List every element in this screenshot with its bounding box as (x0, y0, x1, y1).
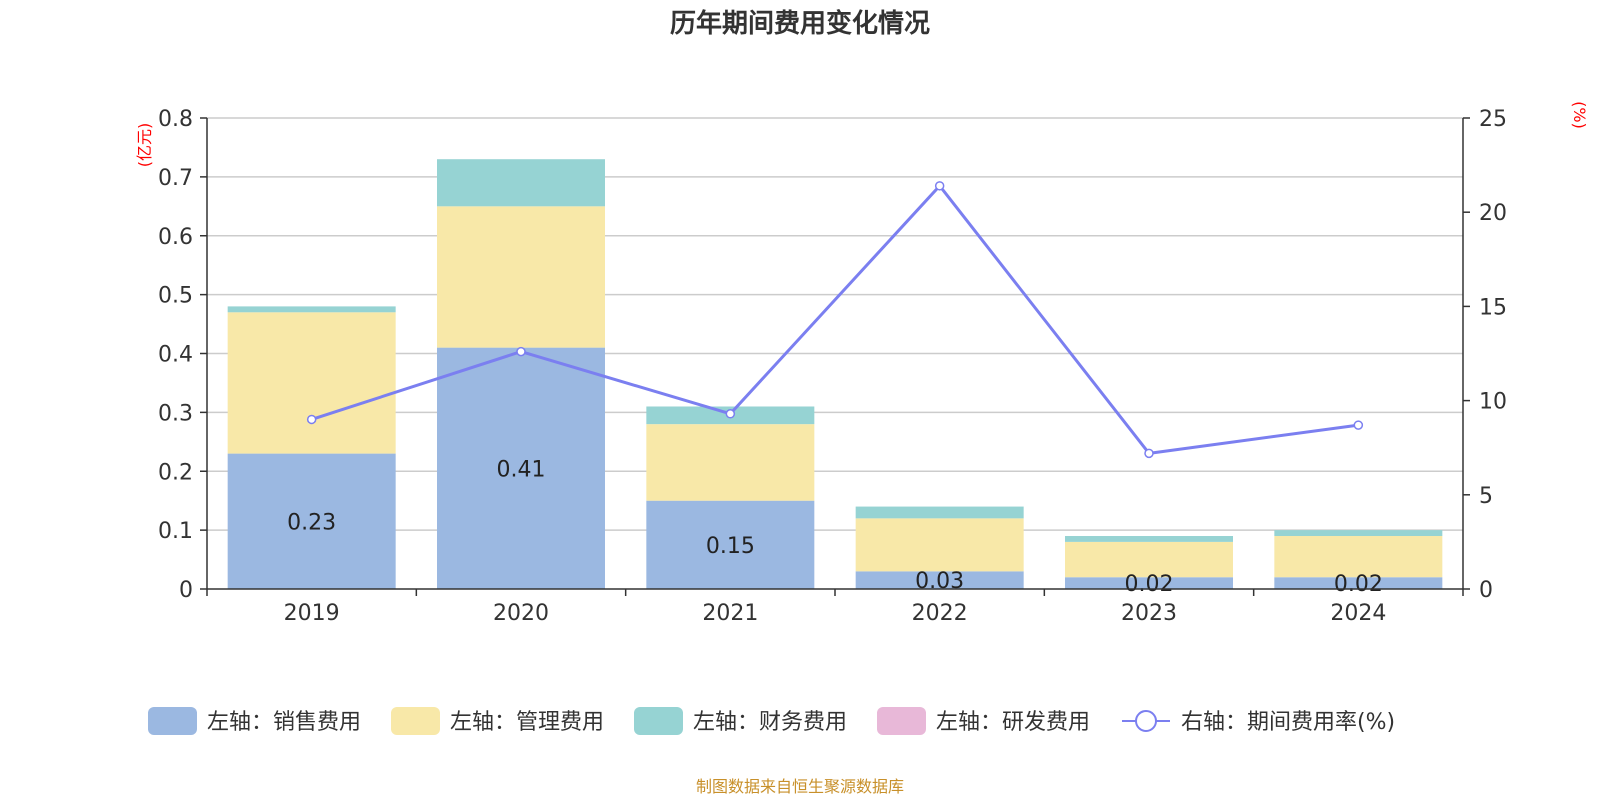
legend-label: 右轴：期间费用率(%) (1181, 710, 1395, 735)
bar-segment (227, 306, 396, 313)
bar-segment (855, 571, 1024, 589)
bar-segment (437, 206, 605, 348)
left-tick-label: 0.4 (158, 343, 193, 368)
legend-swatch (634, 707, 683, 735)
right-tick-label: 15 (1479, 295, 1507, 320)
bar-labels: 0.23 0.41 0.15 0.03 0.02 0.02 (287, 457, 1383, 597)
x-tick-label: 2023 (1121, 601, 1177, 626)
left-tick-label: 0.1 (158, 519, 193, 544)
bar-segment (646, 424, 815, 501)
bar-segment (227, 312, 396, 454)
line-series (306, 181, 1364, 459)
left-axis-unit: (亿元) (135, 123, 154, 168)
bar-segment (1065, 536, 1233, 542)
right-tick-label: 0 (1479, 578, 1493, 603)
left-tick-label: 0.6 (158, 225, 193, 250)
legend: 左轴：销售费用 左轴：管理费用 左轴：财务费用 左轴：研发费用 右轴：期间费用率(%) (148, 707, 1395, 735)
left-tick-label: 0.8 (158, 107, 193, 132)
right-tick-label: 20 (1479, 201, 1507, 226)
x-tick-label: 2019 (284, 601, 340, 626)
legend-marker (1135, 710, 1157, 732)
legend-swatch (148, 707, 197, 735)
axes: 0 0.1 0.2 0.3 0.4 0.5 0.6 0.7 0.8 0 5 10 15 20 25 2019 2… (158, 107, 1507, 626)
x-tick-label: 2020 (493, 601, 549, 626)
left-tick-label: 0 (179, 578, 193, 603)
bar-data-label: 0.23 (287, 510, 336, 535)
legend-label: 左轴：研发费用 (936, 710, 1090, 735)
rate-line (311, 183, 1359, 455)
bar-segment (1274, 530, 1443, 537)
left-tick-label: 0.3 (158, 401, 193, 426)
right-axis-unit: (%) (1570, 101, 1589, 129)
legend-swatch (877, 707, 926, 735)
bar-data-label: 0.03 (915, 569, 964, 594)
rate-point (1144, 448, 1154, 459)
bars (227, 159, 1443, 589)
bar-segment (1274, 536, 1443, 578)
legend-label: 左轴：管理费用 (450, 710, 604, 735)
bar-segment (1065, 577, 1233, 589)
rate-point (516, 346, 526, 357)
bar-segment (1065, 541, 1233, 578)
rate-point (306, 414, 317, 425)
right-tick-label: 5 (1479, 484, 1493, 509)
legend-swatch (391, 707, 440, 735)
bar-data-label: 0.02 (1334, 572, 1383, 597)
right-tick-label: 10 (1479, 390, 1507, 415)
left-tick-label: 0.5 (158, 284, 193, 309)
left-tick-label: 0.7 (158, 166, 193, 191)
data-source: 制图数据来自恒生聚源数据库 (696, 777, 904, 796)
bar-segment (855, 506, 1024, 519)
bar-segment (437, 347, 605, 589)
chart-title: 历年期间费用变化情况 (670, 8, 930, 39)
rate-point (934, 181, 945, 191)
legend-label: 左轴：财务费用 (693, 710, 847, 735)
x-tick-label: 2021 (702, 601, 758, 626)
right-tick-label: 25 (1479, 107, 1507, 132)
bar-segment (646, 500, 815, 589)
legend-label: 左轴：销售费用 (207, 710, 361, 735)
bar-data-label: 0.02 (1125, 572, 1174, 597)
left-tick-label: 0.2 (158, 460, 193, 485)
rate-point (725, 409, 736, 419)
bar-data-label: 0.41 (497, 457, 546, 482)
x-tick-label: 2022 (912, 601, 968, 626)
grid-lines (207, 117, 1463, 531)
bar-segment (855, 518, 1024, 572)
bar-data-label: 0.15 (706, 534, 755, 559)
bar-segment (1274, 577, 1443, 589)
bar-segment (437, 159, 605, 207)
bar-segment (227, 453, 396, 589)
rate-point (1353, 420, 1364, 430)
x-tick-label: 2024 (1330, 601, 1386, 626)
